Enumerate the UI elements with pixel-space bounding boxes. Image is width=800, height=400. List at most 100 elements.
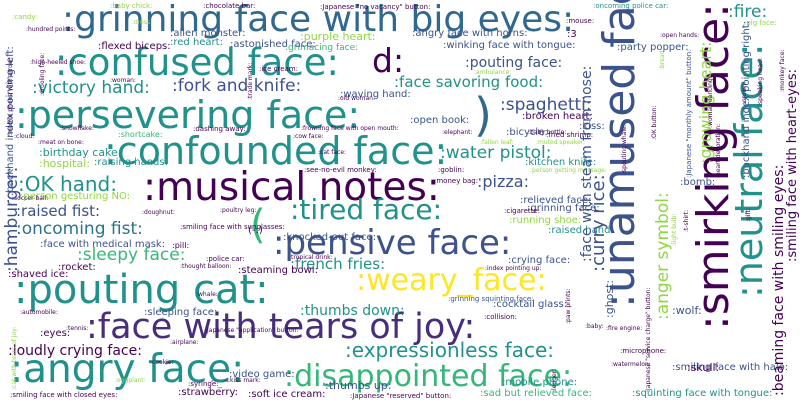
- word-mobile-phone: :mobile phone:: [502, 377, 578, 388]
- word-ledger: :ledger:: [551, 368, 558, 392]
- word-raising-hands: :raising hands:: [94, 157, 168, 168]
- word-thumbs-down: :thumbs down:: [300, 303, 405, 319]
- word-tropical-drink: :tropical drink:: [289, 254, 333, 261]
- word-face-savoring-food: :face savoring food:: [394, 73, 544, 91]
- word-face-steam-nose: :face with steam from nose:: [579, 65, 595, 262]
- word-bicycle: :bicycle:: [506, 127, 548, 138]
- word-mobile-arrow: :mobile phone with arrow:: [7, 57, 14, 136]
- word-cat-joy: :cat with tears of joy:: [11, 326, 18, 390]
- word-crown: :crown:: [741, 81, 748, 104]
- word-meat-on-bone: :meat on bone:: [38, 139, 84, 146]
- word-sleepy-face: :sleepy face:: [77, 245, 186, 265]
- word-pouting-cat: :pouting cat:: [14, 267, 269, 313]
- word-mouse: :mouse:: [566, 17, 595, 25]
- word-japanese-application: :Japanese "application" button:: [205, 327, 299, 334]
- word-disappointed-face: :disappointed face:: [284, 359, 573, 394]
- word-automobile: :automobile:: [20, 309, 58, 316]
- word-woman: :woman:: [110, 77, 136, 84]
- word-smiling-halo: :smiling face with halo:: [672, 362, 789, 373]
- word-hospital: :hospital:: [39, 157, 90, 170]
- word-crying-face: :crying face:: [508, 255, 571, 266]
- word-confused-face: :confused face:: [55, 41, 339, 84]
- word-shortcake: :shortcake:: [118, 130, 163, 139]
- word-pig-face: :pig face:: [744, 19, 777, 27]
- word-oncoming-fist: :oncoming fist:: [16, 219, 143, 239]
- word-speaking-head: :speaking head:: [757, 58, 764, 106]
- word-strawberry: :strawberry:: [178, 387, 239, 398]
- word-close-paren: ): [474, 88, 492, 142]
- word-small-three: :3: [567, 29, 577, 40]
- word-grinning-squinting: :grinning squinting face:: [448, 295, 534, 303]
- word-person-massage: :person getting massage:: [530, 167, 607, 174]
- word-knocked-out: :knocked-out face:: [283, 232, 377, 243]
- word-baby: :baby:: [585, 323, 604, 330]
- word-emoticon: (-:): [248, 225, 263, 236]
- word-grimacing: :grimacing face:: [285, 43, 359, 53]
- word-poultry-leg: :poultry leg:: [220, 207, 257, 214]
- word-alien-monster: :alien monster:: [170, 28, 246, 39]
- word-raised-fist: :raised fist:: [16, 202, 101, 220]
- word-broken-heart: :broken heart:: [522, 111, 593, 122]
- word-party-popper: :party popper:: [617, 42, 689, 53]
- word-cigarette: :cigarette:: [504, 207, 541, 215]
- word-airplane: :airplane:: [170, 339, 199, 346]
- word-fallen-leaf: :fallen leaf:: [480, 139, 514, 146]
- word-goblin: :goblin:: [438, 166, 465, 174]
- word-baby-bottle: :baby bottle:: [528, 129, 567, 136]
- word-chocolate-bar: :chocolate bar:: [203, 2, 256, 10]
- word-old-woman: :old woman:: [338, 95, 375, 102]
- word-beaming-face: :beaming face with smiling eyes:: [771, 164, 787, 396]
- word-cat-face: :cat face:: [318, 149, 347, 156]
- word-purple-heart: :purple heart:: [300, 30, 376, 43]
- word-thumbs-up: :thumbs up:: [325, 379, 392, 392]
- word-ok-button: :OK button:: [651, 105, 658, 140]
- word-japanese-vacancy: :Japanese "no vacancy" button:: [320, 3, 431, 11]
- word-musical-notes: :musical notes:: [143, 165, 440, 210]
- word-ghost: :ghost:: [603, 279, 616, 318]
- word-open-book: :open book:: [410, 115, 470, 126]
- word-steaming-bowl: :steaming bowl:: [238, 265, 318, 276]
- word-astonished: :astonished face:: [230, 39, 316, 50]
- word-cookie: :cookie:: [150, 359, 174, 366]
- word-spaghetti: :spaghetti:: [500, 95, 592, 115]
- word-french-fries: :french fries:: [290, 255, 386, 273]
- word-persevering-face: :persevering face:: [15, 93, 361, 137]
- word-medical-mask: :face with medical mask:: [40, 239, 166, 250]
- word-open-paren: (: [250, 202, 266, 248]
- word-thought-balloon: :thought balloon:: [180, 263, 232, 270]
- word-skull: :skull:: [687, 361, 720, 374]
- word-weary-face: :weary_face:: [356, 263, 547, 298]
- word-pouting-face: :pouting face:: [465, 55, 563, 71]
- word-bread: :bread:: [659, 48, 666, 70]
- word-hundred-points: :hundred points:: [26, 26, 76, 33]
- word-raised-hand: :raised hand:: [548, 225, 614, 236]
- word-squinting-tongue: :squinting face with tongue:: [632, 388, 773, 399]
- word-collision: :collision:: [484, 313, 517, 321]
- word-anger-symbol: :anger symbol:: [653, 192, 673, 320]
- word-dress: :dress:: [132, 19, 153, 26]
- word-dashing-away: :dashing away:: [193, 125, 246, 133]
- word-monkey-face: :monkey face:: [779, 49, 786, 92]
- word-oncoming-police: :oncoming police car:: [593, 2, 669, 10]
- word-loudly-crying: :loudly crying face:: [8, 343, 142, 359]
- word-baby-chick: :baby chick:: [110, 2, 153, 10]
- word-birthday-cake: :birthday cake:: [39, 146, 122, 159]
- word-ok-hand: :OK hand:: [18, 172, 117, 196]
- word-relieved-face: :relieved face:: [520, 195, 592, 206]
- word-kitchen-knife: :kitchen knife:: [525, 157, 597, 168]
- word-pill: :pill:: [172, 241, 190, 250]
- word-video-game: :video game:: [229, 369, 295, 380]
- word-tears-of-joy: :face with tears of joy:: [86, 307, 476, 347]
- word-angry-horns: :angry face with horns:: [412, 28, 528, 39]
- word-paw-prints: :paw prints:: [565, 288, 572, 324]
- word-eyes: :eyes:: [40, 328, 71, 339]
- word-eggplant: :eggplant:: [115, 377, 146, 384]
- word-japanese-monthly: :Japanese "monthly amount" button:: [685, 49, 693, 178]
- word-shaved-ice: :shaved ice:: [8, 269, 69, 280]
- word-gift: :gift:: [745, 208, 752, 222]
- word-tennis: :tennis:: [66, 325, 89, 332]
- word-victory-hand: :victory hand:: [32, 78, 150, 98]
- word-tired-face: :tired face:: [290, 193, 443, 226]
- word-candy: :candy:: [12, 13, 38, 21]
